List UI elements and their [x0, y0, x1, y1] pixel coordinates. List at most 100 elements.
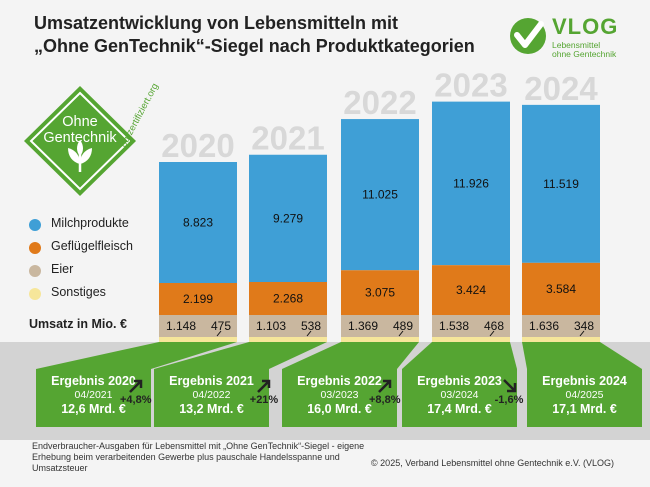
result-box-2022: Ergebnis 2022 03/2023 16,0 Mrd. €: [282, 369, 397, 427]
pointer-sonstiges-2020: [216, 330, 222, 337]
growth-2022: +21%: [249, 394, 279, 406]
vlog-check-icon: [510, 18, 546, 54]
connector-2022: [282, 342, 419, 369]
title-line-2: „Ohne GenTechnik“-Siegel nach Produktkat…: [34, 36, 475, 56]
logo-tagline-2: ohne Gentechnik: [552, 49, 617, 59]
arrow-up-icon: [129, 379, 143, 393]
value-label-gefluegelfleisch-2021: 2.268: [273, 291, 303, 305]
bar-eier-2024: [522, 315, 600, 337]
pointer-sonstiges-2024: [579, 330, 585, 337]
seal-diamond-icon: [24, 86, 136, 196]
result-total: 17,1 Mrd. €: [552, 402, 617, 416]
copyright: © 2025, Verband Lebensmittel ohne Gentec…: [371, 458, 614, 468]
year-label-2023: 2023: [434, 67, 507, 104]
value-label-gefluegelfleisch-2022: 3.075: [365, 286, 395, 300]
bar-eier-2023: [432, 315, 510, 337]
vlog-logo: VLOG Lebensmittel ohne Gentechnik: [508, 14, 628, 62]
bar-eier-2020: [159, 315, 237, 337]
year-label-2022: 2022: [343, 84, 416, 121]
bar-gefluegelfleisch-2023: [432, 265, 510, 315]
unit-label: Umsatz in Mio. €: [29, 317, 127, 331]
pointer-sonstiges-2021: [306, 330, 312, 337]
value-label-milchprodukte-2021: 9.279: [273, 211, 303, 225]
legend-label: Geflügelfleisch: [51, 239, 133, 253]
result-head: Ergebnis 2024: [542, 374, 627, 388]
result-date: 04/2025: [565, 389, 604, 401]
legend-swatch: [29, 219, 41, 231]
bar-gefluegelfleisch-2022: [341, 270, 419, 315]
bar-sonstiges-2021: [249, 337, 327, 342]
bar-milchprodukte-2023: [432, 101, 510, 266]
legend-swatch: [29, 242, 41, 254]
result-head: Ergebnis 2023: [417, 374, 502, 388]
result-head: Ergebnis 2022: [297, 374, 382, 388]
legend-swatch: [29, 288, 41, 300]
value-label-sonstiges-2024: 348: [574, 319, 594, 333]
growth-2024: -1,6%: [494, 394, 524, 406]
bar-milchprodukte-2021: [249, 154, 327, 282]
year-label-2021: 2021: [251, 120, 324, 157]
bar-milchprodukte-2024: [522, 104, 600, 263]
result-box-2024: Ergebnis 2024 04/2025 17,1 Mrd. €: [527, 369, 642, 427]
arrow-up-icon: [257, 379, 271, 393]
growth-2021: +4,8%: [120, 394, 152, 406]
result-total: 16,0 Mrd. €: [307, 402, 372, 416]
result-total: 12,6 Mrd. €: [61, 402, 126, 416]
legend-swatch: [29, 265, 41, 277]
value-label-eier-2024: 1.636: [529, 319, 559, 333]
bar-sonstiges-2020: [159, 337, 237, 342]
value-label-eier-2020: 1.148: [166, 319, 196, 333]
logo-tagline-1: Lebensmittel: [552, 40, 601, 50]
bar-milchprodukte-2020: [159, 162, 237, 283]
connector-2021: [154, 342, 327, 369]
value-label-sonstiges-2023: 468: [484, 319, 504, 333]
legend-label: Sonstiges: [51, 285, 106, 299]
value-label-milchprodukte-2022: 11.025: [362, 188, 398, 202]
value-label-eier-2023: 1.538: [439, 319, 469, 333]
ohne-gentechnik-seal: Ohne Gentechnik og-zertifiziert.org: [22, 82, 161, 199]
value-label-eier-2021: 1.103: [256, 319, 286, 333]
connector-2023: [402, 342, 517, 369]
bar-eier-2022: [341, 315, 419, 337]
bar-sonstiges-2024: [522, 337, 600, 342]
bar-sonstiges-2022: [341, 337, 419, 342]
bar-gefluegelfleisch-2021: [249, 281, 327, 315]
value-label-milchprodukte-2020: 8.823: [183, 216, 213, 230]
bar-eier-2021: [249, 315, 327, 337]
value-label-sonstiges-2022: 489: [393, 319, 413, 333]
result-box-2023: Ergebnis 2023 03/2024 17,4 Mrd. €: [402, 369, 517, 427]
connector-2024: [522, 342, 642, 369]
value-label-gefluegelfleisch-2020: 2.199: [183, 292, 213, 306]
year-label-2020: 2020: [161, 127, 234, 164]
result-date: 03/2023: [320, 389, 359, 401]
legend-label: Eier: [51, 262, 74, 276]
value-label-sonstiges-2020: 475: [211, 319, 231, 333]
pointer-sonstiges-2022: [398, 330, 404, 337]
bar-milchprodukte-2022: [341, 119, 419, 271]
value-label-eier-2022: 1.369: [348, 319, 378, 333]
growth-2023: +8,8%: [369, 394, 401, 406]
result-date: 04/2021: [74, 389, 113, 401]
bar-gefluegelfleisch-2024: [522, 262, 600, 315]
legend-label: Milchprodukte: [51, 216, 129, 230]
arrow-up-icon: [378, 379, 392, 393]
result-date: 04/2022: [192, 389, 231, 401]
bar-gefluegelfleisch-2020: [159, 283, 237, 315]
value-label-sonstiges-2021: 538: [301, 319, 321, 333]
result-head: Ergebnis 2020: [51, 374, 136, 388]
footnote: Endverbraucher-Ausgaben für Lebensmittel…: [32, 441, 365, 473]
seal-line-1: Ohne: [62, 114, 98, 130]
value-label-gefluegelfleisch-2023: 3.424: [456, 283, 486, 297]
pointer-sonstiges-2023: [489, 330, 495, 337]
year-label-2024: 2024: [524, 70, 598, 107]
value-label-milchprodukte-2024: 11.519: [543, 177, 579, 191]
result-head: Ergebnis 2021: [169, 374, 254, 388]
result-box-2020: Ergebnis 2020 04/2021 12,6 Mrd. €: [36, 369, 151, 427]
result-total: 13,2 Mrd. €: [179, 402, 244, 416]
result-total: 17,4 Mrd. €: [427, 402, 492, 416]
value-label-gefluegelfleisch-2024: 3.584: [546, 282, 576, 296]
seal-line-2: Gentechnik: [43, 130, 117, 146]
result-date: 03/2024: [440, 389, 479, 401]
